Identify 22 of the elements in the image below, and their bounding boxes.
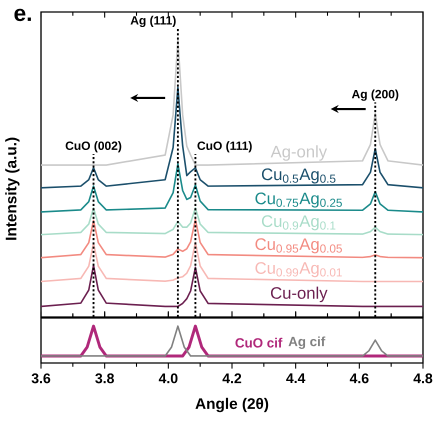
ref-line-label: CuO (002) xyxy=(66,141,122,152)
series-label: Cu$_{0.9}$Ag$_{0.1}$ xyxy=(262,215,336,230)
x-axis-title: Angle (2θ) xyxy=(195,398,268,412)
x-tick-label: 3.6 xyxy=(32,373,50,384)
ref-line-label: Ag (111) xyxy=(130,16,176,28)
x-tick-label: 4.0 xyxy=(158,373,178,384)
x-tick-label: 4.2 xyxy=(222,373,242,384)
y-axis-title: Intensity (a.u.) xyxy=(5,138,20,240)
series-label: Cu$_{0.75}$Ag$_{0.25}$ xyxy=(255,192,342,208)
series-label: Ag cif xyxy=(288,336,326,349)
series-label: Cu$_{0.5}$Ag$_{0.5}$ xyxy=(262,168,336,184)
series-label: CuO cif xyxy=(235,338,282,348)
x-tick-label: 3.8 xyxy=(95,373,114,384)
x-tick-label: 4.8 xyxy=(413,373,432,384)
series-label: Cu$_{0.99}$Ag$_{0.01}$ xyxy=(255,262,342,278)
series-label: Cu-only xyxy=(270,286,328,302)
chart-title: e. xyxy=(14,8,31,22)
ref-line-label: Ag (200) xyxy=(352,90,398,101)
series-label: Cu$_{0.95}$Ag$_{0.05}$ xyxy=(255,238,342,254)
x-tick-label: 4.6 xyxy=(350,373,369,384)
x-tick-label: 4.4 xyxy=(286,373,306,384)
ref-line-label: CuO (111) xyxy=(197,141,252,152)
